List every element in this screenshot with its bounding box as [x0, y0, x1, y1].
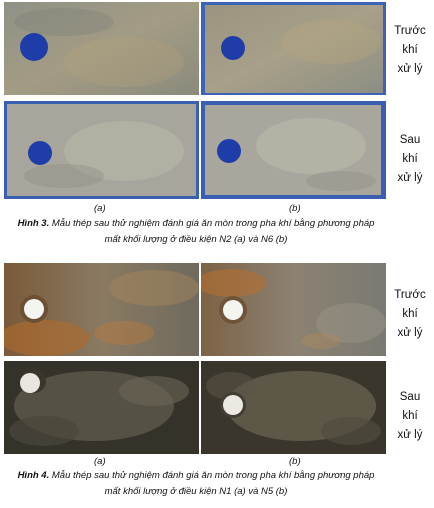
- fig3-label-before-line2: khí: [402, 44, 418, 56]
- fig4-caption: Hình 4. Mẫu thép sau thử nghiệm đánh giá…: [0, 468, 392, 500]
- fig4-label-before-line2: khí: [402, 308, 418, 320]
- fig3-caption-line2: mất khối lượng ở điều kiện N2 (a) và N6 …: [104, 234, 288, 245]
- fig3-caption-label: Hình 3.: [17, 218, 50, 229]
- fig3-photo-a-after: [4, 101, 199, 199]
- fig4-label-after-line2: khí: [402, 410, 418, 422]
- fig4-label-after-line1: Sau: [399, 391, 421, 403]
- fig4-label-after: Sau khí xử lý: [384, 388, 434, 445]
- fig4-label-before: Trước khí xử lý: [384, 286, 434, 343]
- fig3-caption-text1: Mẫu thép sau thử nghiệm đánh giá ăn mòn …: [49, 218, 375, 229]
- fig4-photo-a-before: [4, 263, 199, 356]
- fig4-photo-a-after: [4, 361, 199, 454]
- fig3-caption-line1: Hình 3. Mẫu thép sau thử nghiệm đánh giá…: [0, 216, 392, 232]
- fig4-label-after-line3: xử lý: [397, 429, 423, 441]
- fig3-photo-b-before: [201, 2, 386, 95]
- fig3-label-before-line1: Trước: [394, 25, 426, 37]
- fig3-label-after: Sau khí xử lý: [384, 131, 434, 188]
- fig4-label-before-line1: Trước: [394, 289, 426, 301]
- fig3-photo-b-after: [201, 101, 386, 199]
- fig3-label-after-line1: Sau: [399, 134, 421, 146]
- fig3-subcaption-a: (a): [94, 203, 106, 214]
- fig4-photo-b-after: [201, 361, 386, 454]
- fig4-caption-line1: Hình 4. Mẫu thép sau thử nghiệm đánh giá…: [0, 468, 392, 484]
- fig4-caption-label: Hình 4.: [17, 470, 50, 481]
- fig3-photo-a-before: [4, 2, 199, 95]
- fig3-label-before: Trước khí xử lý: [384, 22, 434, 79]
- fig3-label-after-line2: khí: [402, 153, 418, 165]
- fig3-caption: Hình 3. Mẫu thép sau thử nghiệm đánh giá…: [0, 216, 392, 248]
- fig4-photo-b-before: [201, 263, 386, 356]
- fig4-label-before-line3: xử lý: [397, 327, 423, 339]
- fig3-subcaption-b: (b): [289, 203, 301, 214]
- fig3-label-before-line3: xử lý: [397, 63, 423, 75]
- fig4-caption-text1: Mẫu thép sau thử nghiệm đánh giá ăn mòn …: [49, 470, 375, 481]
- fig4-subcaption-a: (a): [94, 456, 106, 467]
- fig4-caption-line2: mất khối lượng ở điều kiện N1 (a) và N5 …: [104, 486, 288, 497]
- fig3-label-after-line3: xử lý: [397, 172, 423, 184]
- fig4-subcaption-b: (b): [289, 456, 301, 467]
